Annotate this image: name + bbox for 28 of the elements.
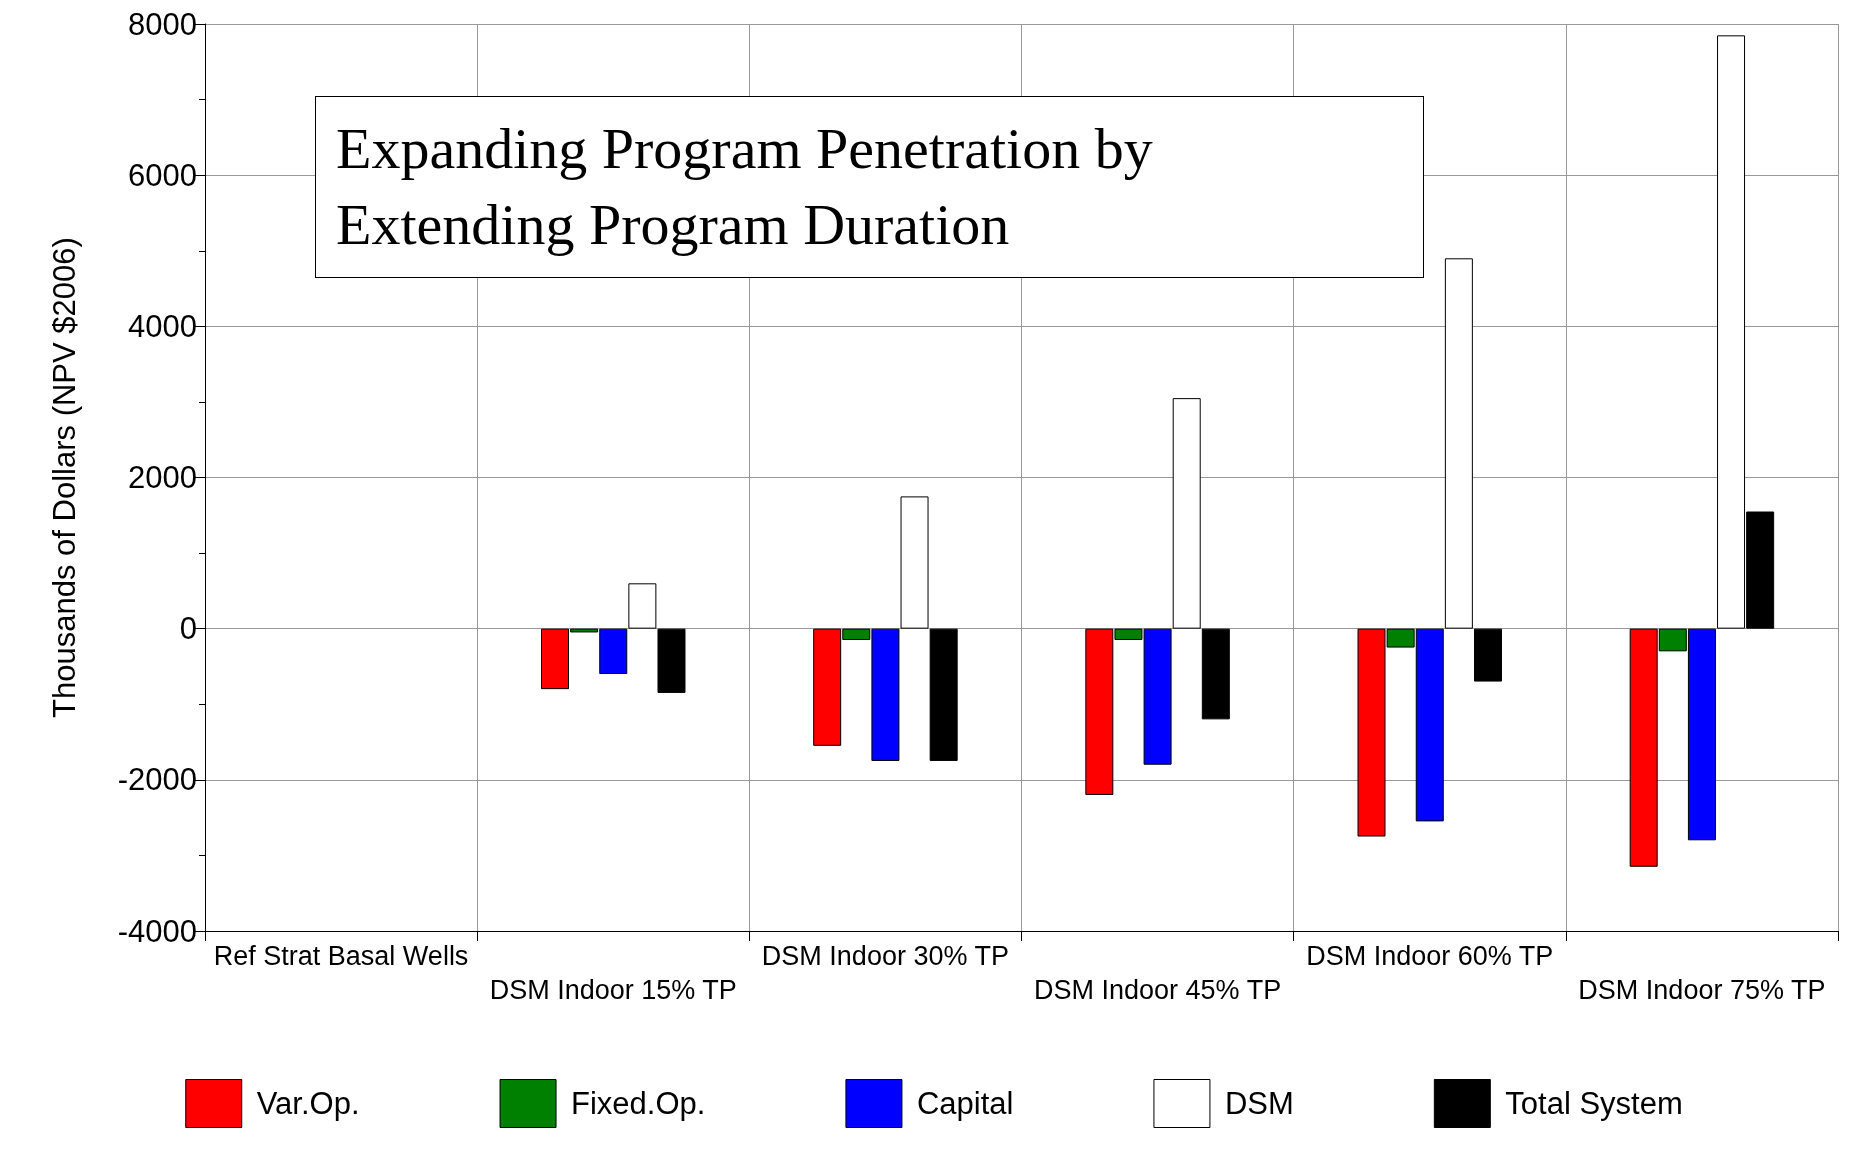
y-tick-label: 4000 (128, 308, 197, 344)
bar (1473, 628, 1502, 682)
y-tick-label: -4000 (117, 913, 197, 949)
y-tick-label: 8000 (128, 6, 197, 42)
bar (1444, 258, 1473, 629)
legend-label: Var.Op. (256, 1086, 360, 1121)
x-tick-label: DSM Indoor 75% TP (1578, 975, 1826, 1005)
x-tick-label: DSM Indoor 60% TP (1306, 941, 1554, 971)
legend-label: Total System (1505, 1086, 1683, 1121)
x-tick-label: DSM Indoor 30% TP (761, 941, 1009, 971)
y-tick-label: 0 (179, 611, 197, 647)
x-tick-label: DSM Indoor 45% TP (1034, 975, 1282, 1005)
y-tick-label: 2000 (128, 460, 197, 495)
text-box: Expanding Program Penetration by Extending Program Duration (315, 96, 1424, 278)
bar (1201, 628, 1230, 720)
y-tick-label: -2000 (117, 762, 197, 798)
bar (900, 496, 929, 629)
legend-label: Fixed.Op. (571, 1086, 706, 1121)
legend-label: DSM (1224, 1086, 1294, 1121)
bar (628, 583, 657, 629)
x-tick-label: Ref Strat Basal Wells (213, 941, 469, 971)
y-axis-title: Thousands of Dollars (NPV $2006) (47, 237, 82, 718)
y-tick-label: 6000 (128, 157, 197, 193)
x-tick-label: DSM Indoor 15% TP (489, 975, 737, 1005)
bar (1172, 398, 1201, 629)
bar (657, 628, 686, 693)
legend-label: Capital (916, 1086, 1014, 1121)
bar (929, 628, 958, 761)
